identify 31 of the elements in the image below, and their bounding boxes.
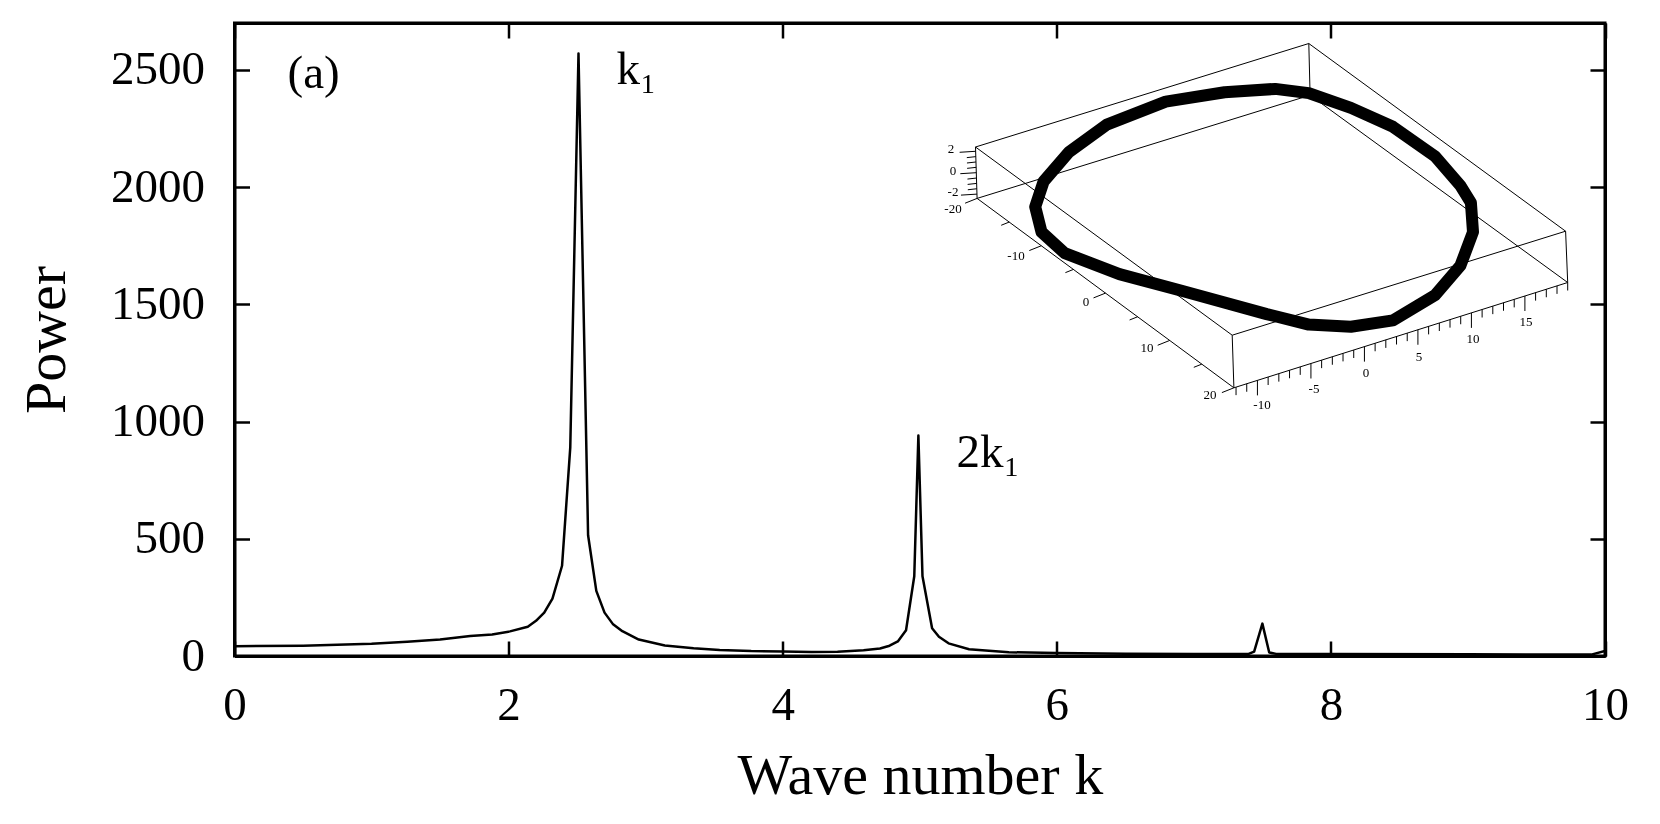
annotation: -10 bbox=[1007, 247, 1025, 263]
x-tick-label: 10 bbox=[1582, 677, 1629, 730]
x-tick-label: 2 bbox=[497, 677, 521, 730]
x-tick-label: 4 bbox=[771, 677, 795, 730]
annotation: -5 bbox=[1308, 380, 1320, 396]
annotation: 2k₁ bbox=[956, 424, 1020, 477]
x-axis-title: Wave number k bbox=[737, 741, 1104, 807]
annotation: -20 bbox=[944, 200, 962, 216]
y-tick-label: 1500 bbox=[111, 276, 205, 329]
annotation: 15 bbox=[1519, 313, 1533, 329]
annotation: 10 bbox=[1140, 339, 1154, 355]
x-tick-label: 0 bbox=[223, 677, 247, 730]
annotation: 0 bbox=[949, 162, 957, 178]
y-tick-label: 0 bbox=[181, 628, 205, 681]
y-tick-label: 2000 bbox=[111, 159, 205, 212]
annotation: -2 bbox=[947, 183, 959, 199]
x-tick-label: 6 bbox=[1045, 677, 1070, 730]
annotation: 0 bbox=[1362, 364, 1370, 380]
y-tick-label: 2500 bbox=[111, 42, 205, 95]
annotation: 5 bbox=[1415, 348, 1423, 364]
annotation: (a) bbox=[287, 46, 340, 98]
annotation: 20 bbox=[1203, 386, 1217, 402]
annotation: 0 bbox=[1082, 293, 1090, 309]
annotation: 2 bbox=[947, 140, 955, 156]
y-tick-label: 500 bbox=[134, 511, 205, 564]
annotation: -10 bbox=[1253, 396, 1271, 412]
y-axis-title: Power bbox=[13, 265, 78, 415]
annotation: k₁ bbox=[616, 42, 657, 95]
annotation: 10 bbox=[1466, 330, 1480, 346]
y-tick-label: 1000 bbox=[111, 394, 205, 447]
x-tick-label: 8 bbox=[1319, 677, 1344, 730]
